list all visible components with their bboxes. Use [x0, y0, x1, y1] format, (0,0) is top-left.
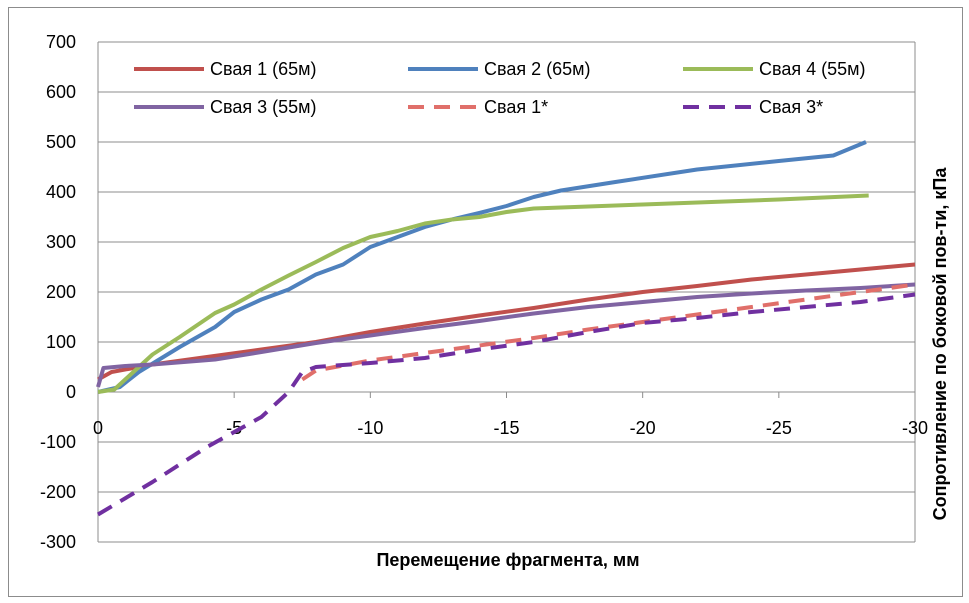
y-tick-label: 600 [46, 82, 76, 102]
axes [97, 42, 916, 542]
legend-label: Свая 1* [484, 97, 548, 117]
y-tick-label: 200 [46, 282, 76, 302]
legend: Свая 1 (65м) Свая 2 (65м) Свая 4 (55м) Свая… [134, 59, 866, 117]
series-line [96, 282, 916, 388]
series-lines [96, 140, 916, 517]
series-line [97, 262, 916, 382]
y-tick-label: -200 [40, 482, 76, 502]
x-tick-label: -25 [766, 418, 792, 438]
x-tick-label: 0 [93, 418, 103, 438]
x-tick-label: -15 [493, 418, 519, 438]
y-tick-label: 700 [46, 32, 76, 52]
series-line [96, 292, 916, 517]
y-tick-labels: -300 -200 -100 0 100 200 300 400 500 600 700 [40, 32, 76, 552]
x-tick-label: -10 [357, 418, 383, 438]
x-tick-labels: 0 -5 -10 -15 -20 -25 -30 [93, 418, 928, 438]
y-tick-label: 500 [46, 132, 76, 152]
x-tick-label: -20 [630, 418, 656, 438]
y-tick-label: 100 [46, 332, 76, 352]
x-tick-label: -5 [226, 418, 242, 438]
series-line [97, 193, 869, 394]
legend-label: Свая 1 (65м) [210, 59, 317, 79]
y-axis-title: Сопротивление по боковой пов-ти, кПа [930, 167, 950, 521]
legend-label: Свая 4 (55м) [759, 59, 866, 79]
series-line [97, 140, 867, 394]
x-tick-label: -30 [902, 418, 928, 438]
x-axis-title: Перемещение фрагмента, мм [376, 550, 639, 570]
legend-label: Свая 2 (65м) [484, 59, 591, 79]
y-tick-label: 400 [46, 182, 76, 202]
y-tick-label: -300 [40, 532, 76, 552]
series-line [301, 282, 916, 382]
legend-label: Свая 3 (55м) [210, 97, 317, 117]
y-tick-label: 300 [46, 232, 76, 252]
legend-label: Свая 3* [759, 97, 823, 117]
y-tick-label: 0 [66, 382, 76, 402]
y-tick-label: -100 [40, 432, 76, 452]
